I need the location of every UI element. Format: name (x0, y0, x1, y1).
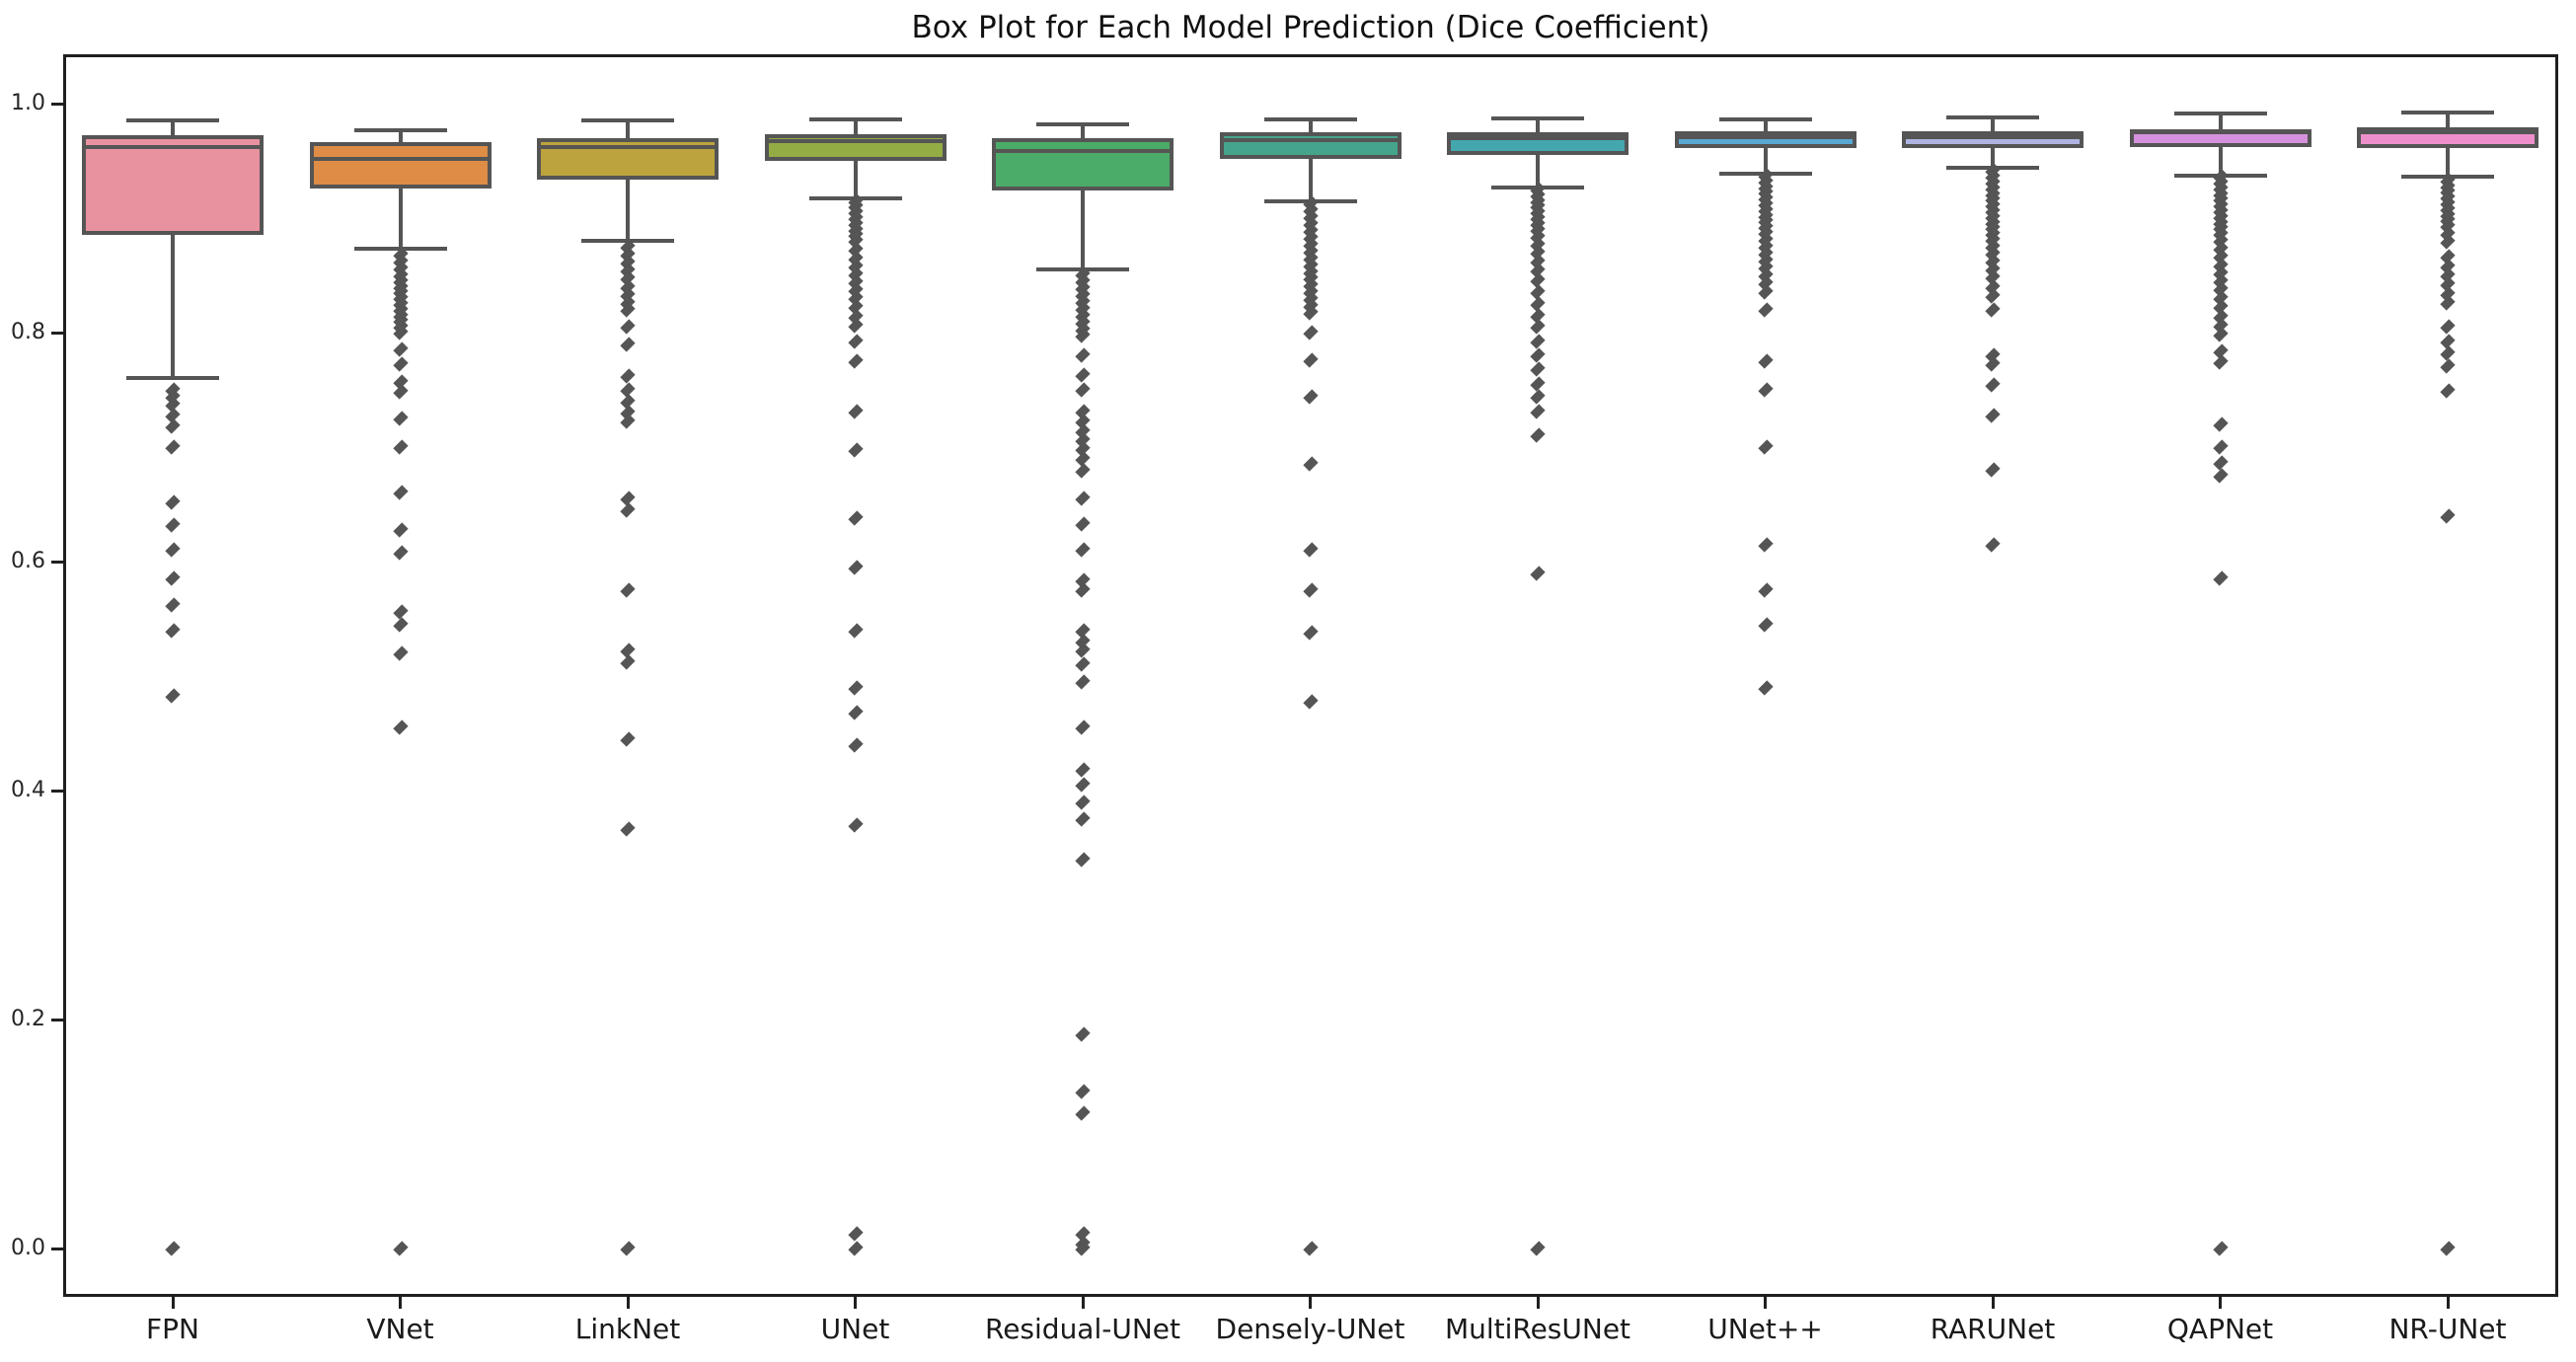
y-tick-mark (51, 1018, 63, 1022)
box-Densely-UNet (1219, 132, 1402, 159)
x-tick-mark (399, 1297, 402, 1309)
y-tick-mark (51, 1247, 63, 1250)
whisker-upper (1081, 123, 1085, 138)
whisker-lower (626, 179, 630, 242)
whisker-lower (1081, 190, 1085, 270)
x-tick-label: FPN (146, 1313, 199, 1345)
x-tick-mark (1764, 1297, 1767, 1309)
box-Residual-UNet (992, 137, 1174, 191)
whisker-upper (853, 119, 858, 135)
median-line (2361, 130, 2535, 134)
whisker-upper (1308, 119, 1313, 132)
plot-area (63, 54, 2558, 1297)
median-line (2133, 130, 2308, 134)
median-line (996, 148, 1170, 153)
x-tick-label: LinkNet (574, 1313, 681, 1345)
x-tick-mark (1991, 1297, 1995, 1309)
median-line (541, 145, 715, 150)
x-tick-mark (171, 1297, 175, 1309)
y-tick-label: 0.8 (11, 320, 45, 344)
y-tick-label: 0.6 (11, 549, 45, 573)
whisker-upper (398, 129, 403, 143)
whisker-lower (1308, 158, 1313, 201)
y-tick-mark (51, 102, 63, 106)
median-line (768, 139, 943, 144)
x-tick-mark (854, 1297, 857, 1309)
x-tick-mark (1309, 1297, 1312, 1309)
whisker-lower (853, 161, 858, 199)
x-tick-mark (2446, 1297, 2450, 1309)
whisker-cap-high (126, 118, 219, 123)
x-tick-label: VNet (366, 1313, 434, 1345)
box-LinkNet (537, 137, 719, 180)
y-tick-mark (51, 789, 63, 793)
y-tick-label: 0.2 (11, 1007, 45, 1031)
x-tick-label: RARUNet (1930, 1313, 2056, 1345)
whisker-cap-high (1263, 117, 1357, 122)
x-tick-label: QAPNet (2166, 1313, 2274, 1345)
whisker-cap-low (126, 376, 219, 381)
whisker-cap-high (1718, 117, 1812, 122)
y-tick-label: 0.0 (11, 1236, 45, 1260)
median-line (313, 156, 488, 161)
whisker-lower (1991, 148, 1995, 168)
median-line (1223, 138, 1398, 143)
whisker-lower (2218, 147, 2223, 177)
box-UNet++ (1674, 130, 1856, 149)
whisker-cap-high (2173, 112, 2267, 116)
box-VNet (309, 142, 492, 189)
whisker-upper (1763, 119, 1768, 131)
whisker-cap-high (1946, 114, 2039, 119)
whisker-cap-high (1036, 121, 1129, 126)
whisker-upper (1991, 116, 1995, 131)
whisker-lower (1536, 155, 1540, 188)
y-tick-mark (51, 331, 63, 335)
x-tick-label: Residual-UNet (985, 1313, 1180, 1345)
y-tick-label: 0.4 (11, 778, 45, 802)
whisker-cap-high (581, 118, 674, 123)
x-tick-mark (1081, 1297, 1085, 1309)
whisker-upper (1536, 118, 1540, 132)
y-tick-label: 1.0 (11, 91, 45, 115)
whisker-cap-high (1491, 116, 1584, 121)
median-line (1906, 134, 2080, 139)
x-tick-label: MultiResUNet (1444, 1313, 1631, 1345)
y-tick-mark (51, 560, 63, 564)
x-tick-mark (626, 1297, 630, 1309)
box-FPN (82, 135, 264, 236)
whisker-lower (2446, 148, 2450, 178)
x-tick-label: UNet (820, 1313, 890, 1345)
whisker-upper (2446, 113, 2450, 128)
x-tick-mark (2219, 1297, 2222, 1309)
whisker-upper (2218, 114, 2223, 129)
median-line (1678, 134, 1853, 139)
whisker-lower (398, 188, 403, 250)
x-tick-mark (1536, 1297, 1540, 1309)
x-tick-label: NR-UNet (2388, 1313, 2507, 1345)
whisker-lower (171, 235, 175, 379)
box-RARUNet (1902, 130, 2084, 149)
median-line (86, 145, 260, 150)
whisker-cap-high (2401, 111, 2494, 115)
x-tick-label: Densely-UNet (1215, 1313, 1405, 1345)
whisker-upper (626, 120, 630, 138)
chart-title: Box Plot for Each Model Prediction (Dice… (911, 10, 1710, 45)
box-UNet (764, 134, 947, 161)
whisker-cap-high (808, 117, 902, 122)
whisker-lower (1763, 148, 1768, 174)
whisker-upper (171, 120, 175, 136)
whisker-cap-high (353, 127, 447, 132)
median-line (1451, 135, 1625, 140)
x-tick-label: UNet++ (1707, 1313, 1823, 1345)
